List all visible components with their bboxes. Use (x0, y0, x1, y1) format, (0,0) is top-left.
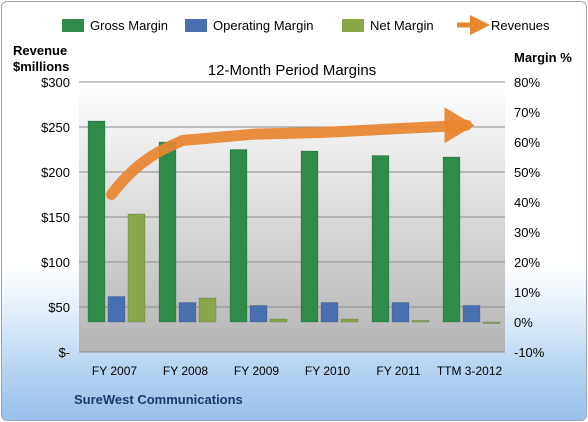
right-axis-ticks: -10% 0% 10% 20% 30% 40% 50% 60% 70% 80% (514, 75, 545, 360)
net-margin-bar (198, 297, 217, 323)
category-label: TTM 3-2012 (437, 364, 503, 378)
legend-gross-margin: Gross Margin (90, 18, 168, 33)
revenue-line-group (106, 107, 475, 200)
net-margin-bar (411, 320, 430, 323)
left-axis-ticks: $- $50 $100 $150 $200 $250 $300 (41, 75, 70, 360)
category-labels: FY 2007 FY 2008 FY 2009 FY 2010 FY 2011 TTM 3… (92, 364, 503, 378)
bars (87, 120, 501, 324)
right-tick-label: 0% (514, 315, 533, 330)
legend-swatch-net-margin (342, 19, 364, 32)
net-margin-bar (269, 318, 288, 323)
right-tick-label: -10% (514, 345, 545, 360)
chart-title: 12-Month Period Margins (208, 62, 376, 79)
gross-margin-bar (87, 120, 106, 323)
operating-margin-bar (249, 305, 268, 323)
net-margin-bar (340, 318, 359, 323)
legend-operating-margin: Operating Margin (213, 18, 313, 33)
company-name: SureWest Communications (74, 392, 243, 407)
revenue-line (106, 119, 472, 200)
category-label: FY 2010 (305, 364, 350, 378)
left-tick-label: $200 (41, 165, 70, 180)
left-axis-title-line1: Revenue (13, 43, 67, 58)
left-tick-label: $150 (41, 210, 70, 225)
operating-margin-bar (391, 302, 410, 323)
right-tick-label: 40% (514, 195, 540, 210)
category-label: FY 2011 (376, 364, 421, 378)
gross-margin-bar (300, 150, 319, 323)
right-axis-title: Margin % (514, 50, 572, 65)
category-label: FY 2008 (163, 364, 208, 378)
legend: Gross Margin Operating Margin Net Margin… (62, 15, 550, 35)
revenue-arrowhead (444, 107, 475, 144)
legend-revenues: Revenues (491, 18, 550, 33)
right-tick-label: 70% (514, 105, 540, 120)
legend-swatch-gross-margin (62, 19, 84, 32)
left-tick-label: $250 (41, 120, 70, 135)
left-tick-label: $- (58, 345, 70, 360)
gross-margin-bar (371, 155, 390, 323)
category-label: FY 2009 (234, 364, 279, 378)
legend-net-margin: Net Margin (370, 18, 434, 33)
legend-swatch-operating-margin (185, 19, 207, 32)
gross-margin-bar (442, 156, 461, 323)
right-tick-label: 80% (514, 75, 540, 90)
operating-margin-bar (178, 302, 197, 323)
operating-margin-bar (320, 302, 339, 323)
right-tick-label: 20% (514, 255, 540, 270)
gross-margin-bar (229, 149, 248, 323)
right-tick-label: 60% (514, 135, 540, 150)
left-tick-label: $50 (48, 300, 70, 315)
gross-margin-bar (158, 141, 177, 323)
right-tick-label: 30% (514, 225, 540, 240)
left-tick-label: $300 (41, 75, 70, 90)
left-tick-label: $100 (41, 255, 70, 270)
operating-margin-bar (107, 296, 126, 323)
net-margin-bar (482, 321, 501, 324)
operating-margin-bar (462, 305, 481, 323)
net-margin-bar (127, 213, 146, 323)
right-tick-label: 10% (514, 285, 540, 300)
category-label: FY 2007 (92, 364, 137, 378)
left-axis-title-line2: $millions (13, 59, 69, 74)
right-tick-label: 50% (514, 165, 540, 180)
